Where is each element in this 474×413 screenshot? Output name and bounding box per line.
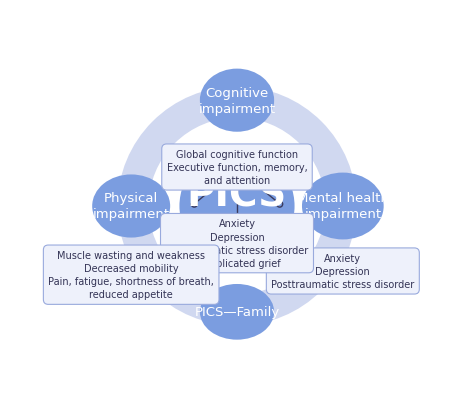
Ellipse shape xyxy=(200,284,274,340)
Text: Global cognitive function
Executive function, memory,
and attention: Global cognitive function Executive func… xyxy=(167,150,307,186)
Circle shape xyxy=(180,149,294,264)
Text: Anxiety
Depression
Posttraumatic stress disorder: Anxiety Depression Posttraumatic stress … xyxy=(271,253,414,290)
Text: Anxiety
Depression
Posttraumatic stress disorder
Complicated grief: Anxiety Depression Posttraumatic stress … xyxy=(165,219,309,268)
Text: Physical
impairment: Physical impairment xyxy=(92,192,170,221)
Text: Muscle wasting and weakness
Decreased mobility
Pain, fatigue, shortness of breat: Muscle wasting and weakness Decreased mo… xyxy=(48,250,214,300)
Ellipse shape xyxy=(302,173,383,240)
Text: Mental health
impairment: Mental health impairment xyxy=(297,192,389,221)
Text: Cognitive
impairment: Cognitive impairment xyxy=(199,86,275,115)
Ellipse shape xyxy=(92,175,170,238)
Text: PICS—Family: PICS—Family xyxy=(194,306,280,318)
Text: PICS: PICS xyxy=(187,176,287,214)
Ellipse shape xyxy=(200,69,274,133)
